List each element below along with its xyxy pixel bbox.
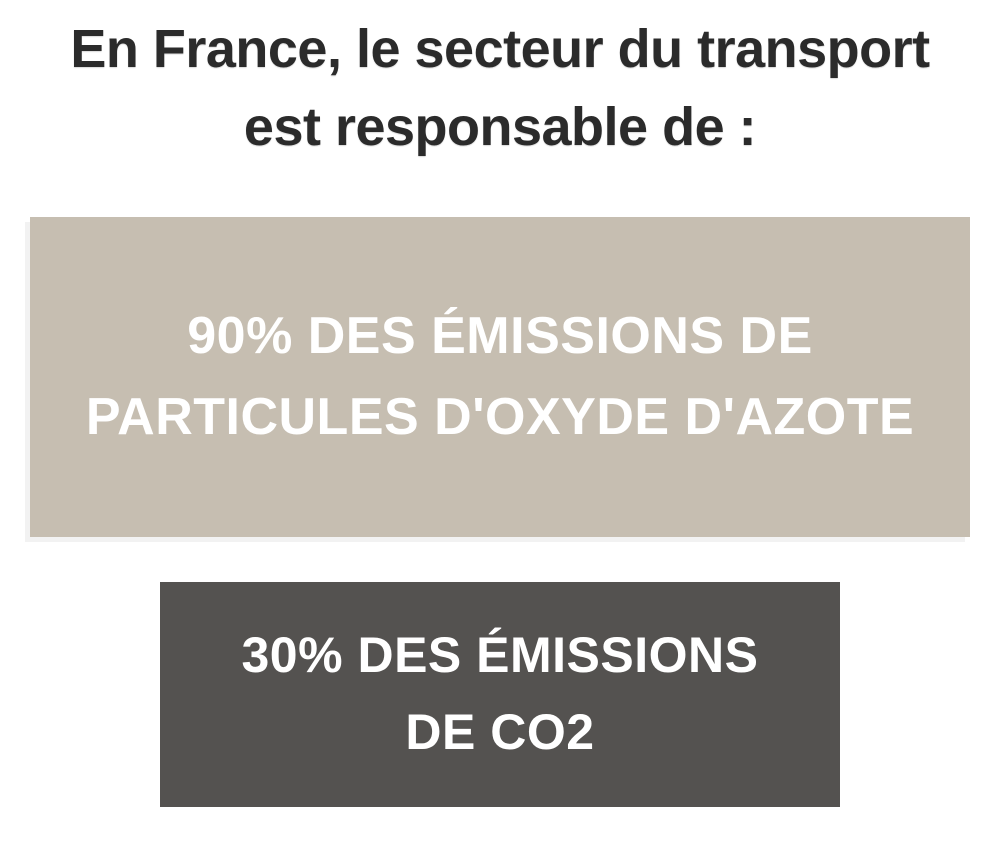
stat-box-co2-text: 30% DES ÉMISSIONS DE CO2	[200, 617, 800, 772]
stat-box-co2: 30% DES ÉMISSIONS DE CO2	[160, 582, 840, 807]
stat-box-nox-text: 90% DES ÉMISSIONS DE PARTICULES D'OXYDE …	[80, 296, 920, 457]
infographic-heading: En France, le secteur du transport est r…	[50, 10, 950, 167]
stat-box-nox: 90% DES ÉMISSIONS DE PARTICULES D'OXYDE …	[30, 217, 970, 537]
